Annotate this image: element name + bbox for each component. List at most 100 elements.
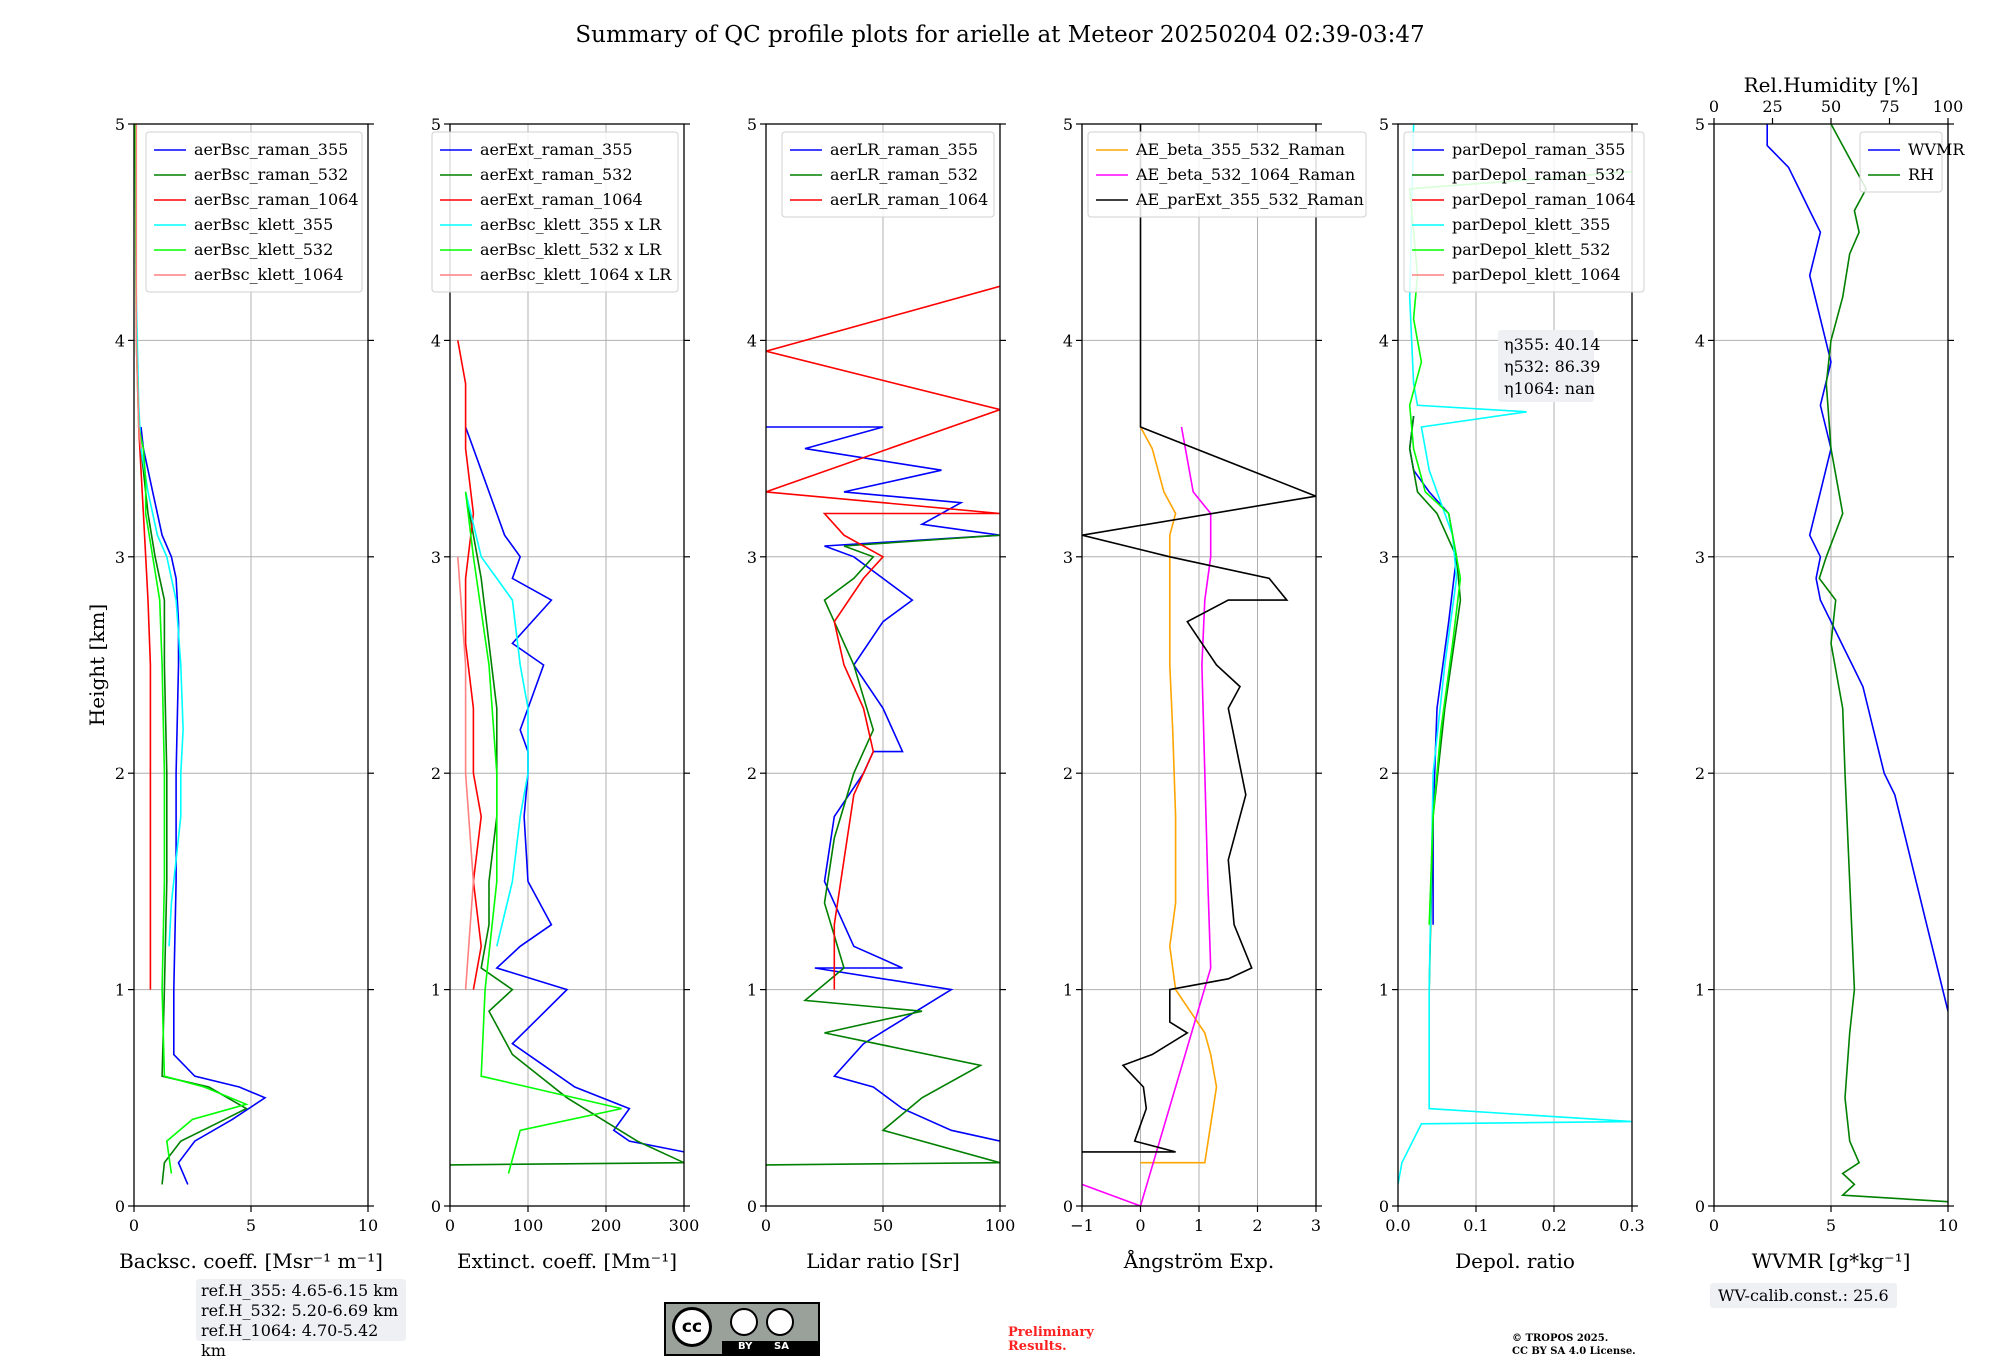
legend-label: aerBsc_klett_1064 x LR xyxy=(480,265,672,284)
x-tick-label: 0.0 xyxy=(1385,1216,1410,1235)
panel-5: 0.0 0.1 0.2 0.3 0 1 2 3 4 5 Depol. ratio parDepol_r… xyxy=(1379,115,1645,1273)
y-tick-label: 0 xyxy=(747,1197,757,1216)
y-tick-label: 1 xyxy=(1063,981,1073,1000)
cc-sa-label: SA xyxy=(774,1341,789,1352)
legend-label: AE_beta_532_1064_Raman xyxy=(1135,165,1355,184)
y-axis-label: Height [km] xyxy=(85,604,109,726)
panel-1: 0 5 10 0 1 2 3 4 5 Backsc. coeff. [Msr⁻¹ m⁻¹] Heig… xyxy=(85,115,383,1273)
y-tick-label: 0 xyxy=(1379,1197,1389,1216)
legend-label: aerBsc_raman_532 xyxy=(194,165,348,184)
top-x-tick-label: 100 xyxy=(1933,97,1964,116)
eta-box xyxy=(1498,330,1594,402)
x-axis-label: WVMR [g*kg⁻¹] xyxy=(1752,1249,1911,1273)
series-line-aerext-raman-355 xyxy=(464,426,684,1153)
figure-title: Summary of QC profile plots for arielle … xyxy=(575,22,1425,48)
legend-label: aerBsc_raman_355 xyxy=(194,140,348,159)
legend-label: parDepol_klett_1064 xyxy=(1452,265,1621,284)
legend-label: WVMR xyxy=(1908,140,1965,159)
y-tick-label: 5 xyxy=(1063,115,1073,134)
y-tick-label: 3 xyxy=(1379,548,1389,567)
legend-label: aerBsc_klett_1064 xyxy=(194,265,343,284)
legend: aerBsc_raman_355 aerBsc_raman_532 aerBsc_r… xyxy=(145,131,363,293)
axes-frame xyxy=(449,123,685,1207)
x-tick-label: 10 xyxy=(358,1216,378,1235)
eta-value: η355: 40.14 xyxy=(1504,335,1600,354)
y-tick-label: 1 xyxy=(115,981,125,1000)
y-tick-label: 1 xyxy=(1379,981,1389,1000)
y-tick-label: 0 xyxy=(115,1197,125,1216)
legend: aerLR_raman_355 aerLR_raman_532 aerLR_rama… xyxy=(781,131,995,218)
x-tick-label: 0 xyxy=(1135,1216,1145,1235)
wv-calib-box: WV-calib.const.: 25.6 xyxy=(1710,1283,1897,1308)
eta-value: η532: 86.39 xyxy=(1504,357,1600,376)
y-tick-label: 5 xyxy=(1695,115,1705,134)
series-line-aerbsc-raman-355 xyxy=(140,426,267,1185)
legend-label: parDepol_raman_355 xyxy=(1452,140,1625,159)
legend-label: aerLR_raman_532 xyxy=(830,165,978,184)
ref-height-box: ref.H_355: 4.65-6.15 km ref.H_532: 5.20-… xyxy=(196,1279,406,1360)
x-tick-label: 100 xyxy=(985,1216,1016,1235)
legend-label: aerLR_raman_1064 xyxy=(830,190,988,209)
series-line-aerbsc-raman-532 xyxy=(137,426,248,1185)
legend-label: aerBsc_klett_532 x LR xyxy=(480,240,662,259)
y-tick-label: 2 xyxy=(747,764,757,783)
y-tick-label: 5 xyxy=(747,115,757,134)
x-axis-label: Ångström Exp. xyxy=(1123,1248,1274,1273)
y-tick-label: 1 xyxy=(1695,981,1705,1000)
legend-label: aerExt_raman_355 xyxy=(480,140,633,159)
legend-box xyxy=(781,131,995,218)
legend-box xyxy=(431,131,679,293)
x-tick-label: 0.1 xyxy=(1463,1216,1488,1235)
series-line-aerbsc-raman-1064 xyxy=(137,426,152,990)
ref-height-532: ref.H_532: 5.20-6.69 km xyxy=(201,1301,399,1320)
cc-icon: cc xyxy=(672,1307,712,1347)
top-x-axis-label: Rel.Humidity [%] xyxy=(1744,73,1919,97)
x-tick-label: 5 xyxy=(1826,1216,1836,1235)
legend-label: AE_beta_355_532_Raman xyxy=(1135,140,1345,159)
x-axis-label: Lidar ratio [Sr] xyxy=(806,1249,960,1273)
y-tick-label: 5 xyxy=(1379,115,1389,134)
y-tick-label: 2 xyxy=(115,764,125,783)
cc-license-logo: cc BY SA xyxy=(664,1302,820,1356)
series-line-aerbsc-klett-1064 xyxy=(135,124,142,449)
y-tick-label: 3 xyxy=(431,548,441,567)
x-tick-label: 3 xyxy=(1311,1216,1321,1235)
legend-label: RH xyxy=(1908,165,1934,184)
series-line-aerbsc-klett-532-x-lr xyxy=(464,491,622,1174)
y-tick-label: 4 xyxy=(1695,331,1705,350)
top-x-tick-label: 25 xyxy=(1762,97,1782,116)
series-line-aerbsc-klett-355 xyxy=(134,124,184,947)
legend-label: parDepol_raman_1064 xyxy=(1452,190,1636,209)
series-line-rh xyxy=(1818,124,1948,1203)
x-tick-label: 100 xyxy=(513,1216,544,1235)
y-tick-label: 1 xyxy=(747,981,757,1000)
series-line-aerbsc-klett-1064-x-lr xyxy=(457,556,475,990)
series-line-pardepol-klett-355 xyxy=(1398,124,1632,1185)
legend-label: parDepol_klett_355 xyxy=(1452,215,1610,234)
y-tick-label: 4 xyxy=(747,331,757,350)
legend: AE_beta_355_532_Raman AE_beta_532_1064_Ra… xyxy=(1087,131,1367,218)
legend-box xyxy=(1087,131,1367,218)
series-line-aerlr-raman-1064 xyxy=(766,285,1000,990)
cc-label-bar xyxy=(722,1341,818,1354)
y-tick-label: 1 xyxy=(431,981,441,1000)
legend-label: parDepol_raman_532 xyxy=(1452,165,1625,184)
copyright-line-1: © TROPOS 2025. xyxy=(1512,1333,1609,1344)
axes-frame xyxy=(1081,123,1317,1207)
legend-box xyxy=(1859,131,1943,193)
x-axis-label: Depol. ratio xyxy=(1455,1249,1575,1273)
y-tick-label: 4 xyxy=(431,331,441,350)
series-line-wvmr xyxy=(1766,124,1948,1012)
preliminary-line-2: Results. xyxy=(1008,1339,1067,1354)
x-axis-label: Backsc. coeff. [Msr⁻¹ m⁻¹] xyxy=(119,1249,383,1273)
series-line-aerlr-raman-355 xyxy=(766,426,1000,1142)
x-tick-label: 50 xyxy=(873,1216,893,1235)
legend-label: AE_parExt_355_532_Raman xyxy=(1135,190,1364,209)
legend-label: aerExt_raman_1064 xyxy=(480,190,643,209)
series-line-ae-parext-355-532-raman xyxy=(1082,124,1316,1153)
x-tick-label: 200 xyxy=(591,1216,622,1235)
series-line-aerbsc-klett-532 xyxy=(134,124,249,1174)
preliminary-note: Preliminary Results. xyxy=(1008,1326,1094,1354)
